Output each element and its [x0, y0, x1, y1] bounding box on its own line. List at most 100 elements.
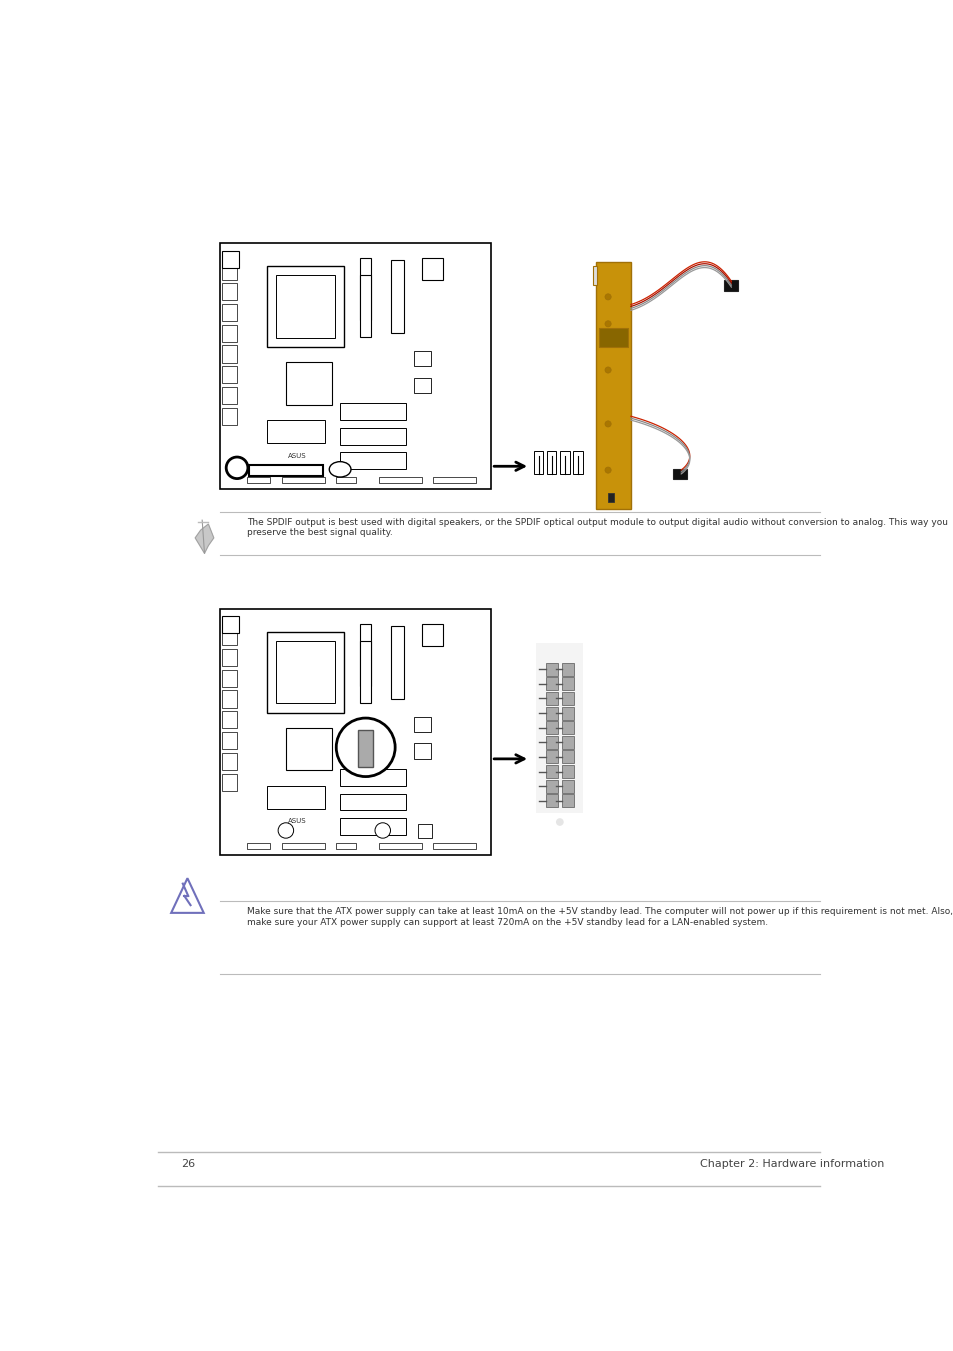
Bar [561, 692, 574, 705]
Bar [359, 642, 371, 703]
Bar [221, 251, 238, 267]
Bar [282, 477, 324, 484]
Bar [275, 642, 335, 704]
Bar [221, 346, 236, 362]
Bar [561, 662, 574, 676]
Bar [266, 632, 344, 713]
Bar [340, 453, 406, 469]
Bar [335, 843, 355, 848]
Bar [359, 258, 371, 320]
Bar [340, 793, 406, 811]
Text: 26: 26 [181, 1159, 195, 1169]
Bar [559, 451, 569, 474]
Bar [335, 477, 355, 484]
Bar [390, 626, 404, 698]
Bar [723, 280, 737, 290]
Bar [221, 386, 236, 404]
Bar [220, 243, 491, 489]
Bar [561, 707, 574, 720]
Bar [561, 677, 574, 690]
Ellipse shape [329, 462, 351, 477]
Circle shape [226, 457, 248, 478]
FancyBboxPatch shape [592, 266, 597, 285]
Bar [414, 716, 431, 732]
Circle shape [604, 320, 611, 327]
Bar [421, 258, 443, 280]
Bar [266, 420, 324, 443]
Bar [414, 378, 431, 393]
Bar [221, 366, 236, 384]
Polygon shape [195, 524, 213, 554]
Circle shape [278, 823, 294, 838]
Bar [221, 408, 236, 426]
Bar [221, 304, 236, 322]
Bar [433, 843, 476, 848]
Text: The SPDIF output is best used with digital speakers, or the SPDIF optical output: The SPDIF output is best used with digit… [247, 517, 947, 538]
Bar [286, 728, 332, 770]
Bar [247, 477, 270, 484]
Bar [546, 451, 556, 474]
Bar [561, 780, 574, 793]
Text: ASUS: ASUS [288, 453, 307, 458]
Bar [673, 469, 686, 480]
Bar [414, 743, 431, 759]
Bar [275, 276, 335, 338]
Circle shape [556, 819, 563, 825]
Bar [545, 707, 558, 720]
Bar [561, 721, 574, 734]
Bar [221, 324, 236, 342]
Bar [545, 765, 558, 778]
Bar [221, 753, 236, 770]
Bar [249, 465, 323, 476]
Bar [357, 730, 373, 766]
Bar [221, 262, 236, 280]
Circle shape [604, 467, 611, 473]
Text: ASUS: ASUS [288, 819, 307, 824]
Bar [561, 794, 574, 808]
Bar [247, 843, 270, 848]
Bar [561, 750, 574, 763]
Bar [221, 628, 236, 646]
Bar [266, 786, 324, 809]
Bar [340, 403, 406, 420]
Bar [221, 690, 236, 708]
Bar [545, 721, 558, 734]
Bar [266, 266, 344, 347]
Bar [221, 282, 236, 300]
Bar [221, 732, 236, 750]
Bar [286, 362, 332, 405]
Bar [598, 328, 627, 347]
Circle shape [604, 422, 611, 427]
Bar [220, 609, 491, 855]
Text: Make sure that the ATX power supply can take at least 10mA on the +5V standby le: Make sure that the ATX power supply can … [247, 908, 952, 927]
Bar [221, 616, 238, 634]
Bar [378, 477, 421, 484]
Circle shape [335, 719, 395, 777]
Bar [417, 824, 431, 838]
Bar [359, 276, 371, 336]
Bar [390, 259, 404, 334]
Bar [221, 648, 236, 666]
Bar [596, 262, 630, 508]
Bar [340, 428, 406, 444]
Bar [282, 843, 324, 848]
Bar [561, 765, 574, 778]
Bar [340, 769, 406, 786]
Bar [221, 670, 236, 686]
Bar [421, 624, 443, 646]
Bar [536, 643, 583, 813]
Circle shape [604, 367, 611, 373]
Text: Chapter 2: Hardware information: Chapter 2: Hardware information [700, 1159, 884, 1169]
Bar [378, 843, 421, 848]
Bar [545, 750, 558, 763]
Bar [545, 736, 558, 748]
Circle shape [604, 293, 611, 300]
Bar [607, 493, 614, 503]
Circle shape [375, 823, 390, 838]
Bar [414, 351, 431, 366]
Bar [545, 692, 558, 705]
Bar [534, 451, 542, 474]
Bar [221, 711, 236, 728]
Bar [545, 677, 558, 690]
Bar [433, 477, 476, 484]
